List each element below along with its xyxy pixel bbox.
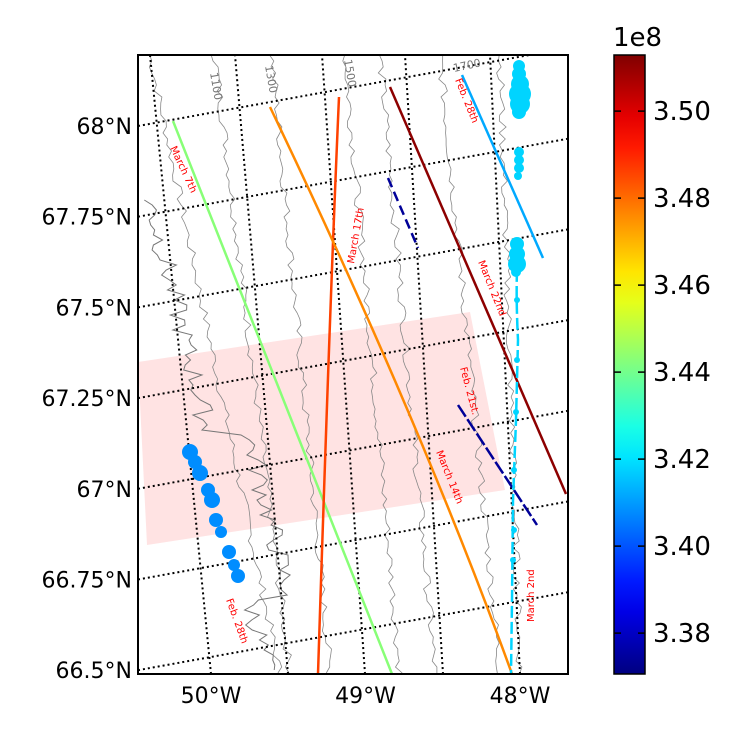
meridian-line — [234, 55, 289, 674]
tracks — [171, 74, 568, 674]
track-line — [171, 120, 394, 674]
colorbar-tick-label: 3.46 — [653, 271, 711, 301]
blobs — [182, 60, 531, 583]
latitude-label: 67.75°N — [42, 206, 132, 231]
meridian-line — [489, 55, 521, 674]
track-blob — [512, 105, 526, 119]
latitude-label: 67.25°N — [42, 387, 132, 412]
track-blob — [514, 155, 524, 165]
colorbar-scale — [613, 54, 646, 675]
track-blob — [514, 297, 520, 303]
track-line — [316, 96, 341, 674]
track-blob — [511, 527, 517, 533]
contour-line — [377, 55, 438, 673]
track-blob — [204, 492, 220, 508]
longitude-label: 48°W — [490, 684, 551, 709]
track-line — [386, 177, 420, 249]
map-area — [138, 0, 597, 674]
colorbar: 1e8 3.38 3.40 3.42 3.44 3.46 3.48 3.50 — [613, 23, 711, 675]
contour-line — [148, 55, 283, 674]
parallel-line — [138, 137, 568, 218]
track-blob — [215, 526, 227, 538]
track-blob — [222, 545, 236, 559]
colorbar-tick-label: 3.48 — [653, 184, 711, 214]
parallel-line — [138, 591, 568, 672]
contour-label: 1100 — [207, 71, 225, 101]
map-frame — [137, 54, 569, 675]
latitude-label: 66.5°N — [56, 659, 132, 684]
track-line — [456, 404, 539, 526]
track-annotation: March 22nd — [475, 259, 507, 318]
track-annotation: March 17th — [346, 207, 367, 265]
colorbar-tick-label: 3.50 — [653, 97, 711, 127]
track-blob — [511, 267, 521, 277]
track-blob — [192, 465, 208, 481]
contour-line — [342, 55, 403, 674]
meridian-line — [404, 55, 444, 674]
longitude-label: 49°W — [335, 684, 396, 709]
track-annotation: March 2nd — [526, 569, 537, 622]
track-line — [268, 106, 514, 674]
track-annotation: Feb. 28th — [452, 77, 480, 125]
track-blob — [514, 147, 524, 157]
colorbar-tick-label: 3.38 — [653, 619, 711, 649]
meridian-line — [149, 55, 212, 674]
latitude-label: 68°N — [77, 115, 132, 140]
meridian-line — [575, 55, 597, 674]
track-line — [460, 74, 545, 259]
track-blob — [209, 513, 223, 527]
contour-label: 1300 — [262, 64, 280, 94]
axis-labels: 68°N 67.75°N 67.5°N 67.25°N 67°N 66.75°N 66.5°… — [42, 115, 551, 709]
track-blob — [514, 163, 524, 173]
colorbar-tick-label: 3.44 — [653, 358, 711, 388]
colorbar-exponent: 1e8 — [613, 23, 662, 53]
track-annotation: March 7th — [167, 145, 198, 195]
track-line — [509, 269, 520, 674]
track-blob — [510, 557, 516, 563]
track-blob — [514, 357, 520, 363]
track-annotation: Feb. 28th — [223, 597, 249, 645]
contour-label: 1700 — [452, 56, 482, 75]
graticule — [138, 0, 597, 674]
contour-label: 1500 — [341, 58, 359, 88]
track-blob — [514, 172, 522, 180]
longitude-label: 50°W — [181, 684, 242, 709]
colorbar-tick-label: 3.40 — [653, 532, 711, 562]
latitude-label: 66.75°N — [42, 569, 132, 594]
coastline — [144, 199, 292, 671]
meridian-line — [321, 55, 366, 674]
track-blob — [511, 467, 517, 473]
latitude-label: 67°N — [77, 478, 132, 503]
track-blob — [513, 409, 519, 415]
track-blob — [231, 569, 245, 583]
contour-line — [496, 55, 523, 674]
track-line — [388, 86, 568, 495]
colorbar-tick-label: 3.42 — [653, 445, 711, 475]
track-blob — [228, 559, 240, 571]
parallel-line — [138, 0, 568, 35]
contour-labels: 1100 1300 1500 1700 — [207, 56, 482, 101]
latitude-label: 67.5°N — [56, 296, 132, 321]
highlight-region — [138, 312, 505, 545]
contour-line — [438, 55, 500, 674]
